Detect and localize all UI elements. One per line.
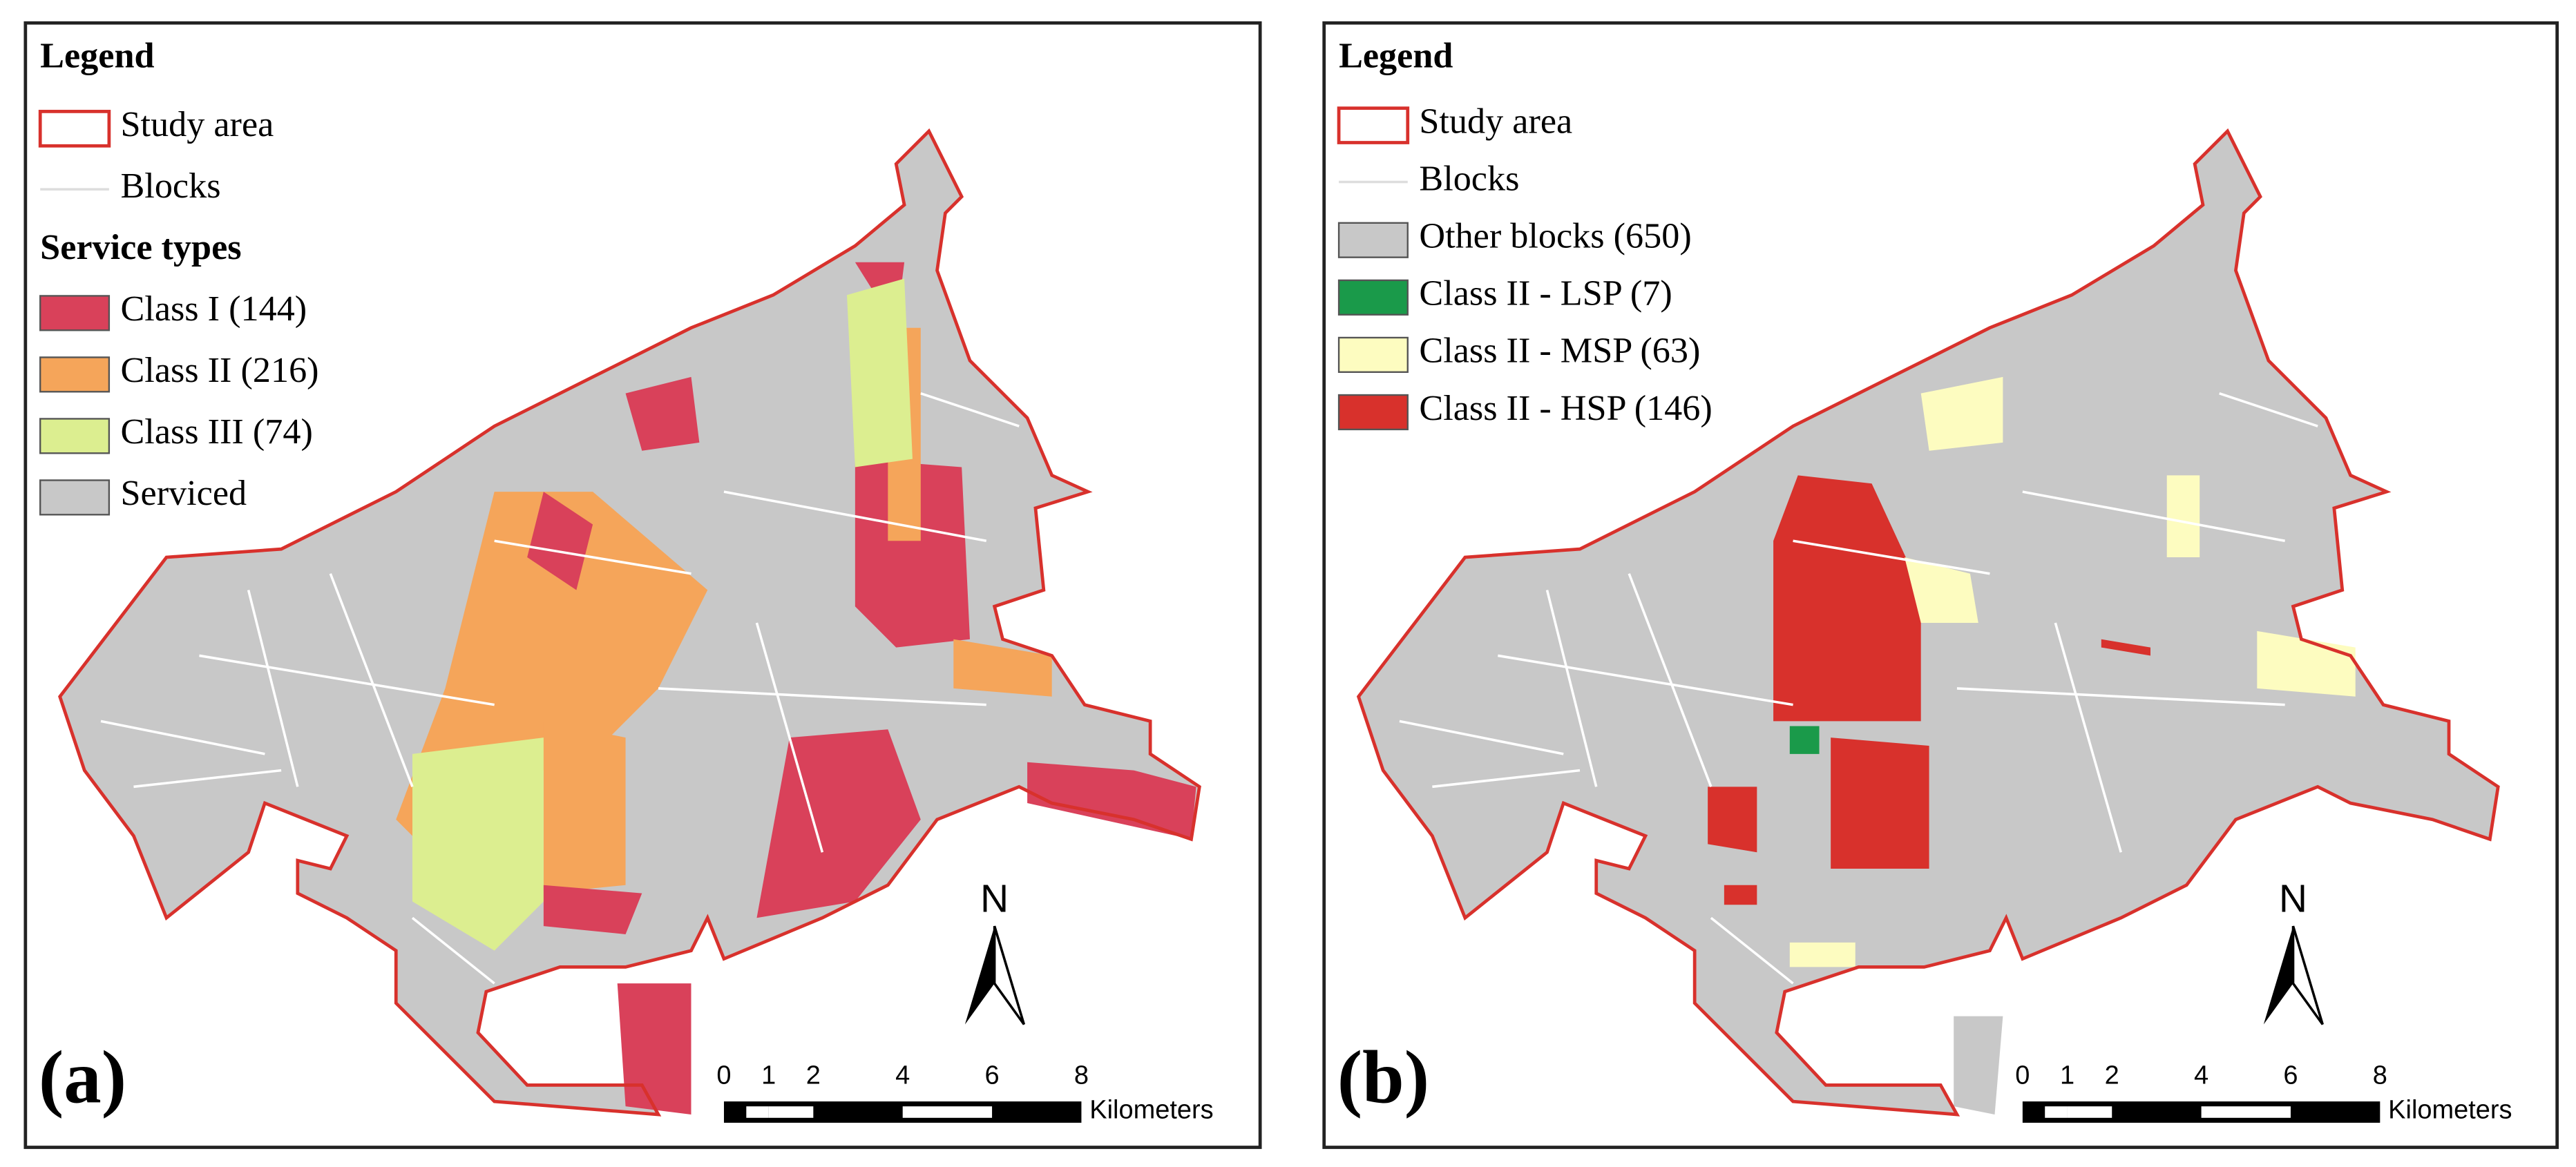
legend-label: Class III (74) <box>121 412 313 452</box>
legend-label: Blocks <box>121 166 221 206</box>
scale-tick-label: 4 <box>2194 1061 2208 1090</box>
scale-tick-label: 8 <box>1074 1061 1089 1090</box>
north-label: N <box>980 877 1009 921</box>
scale-unit: Kilometers <box>2388 1095 2512 1124</box>
map-patches <box>1708 376 2356 1115</box>
legend-subtitle: Service types <box>40 227 241 267</box>
legend-label: Serviced <box>121 473 247 513</box>
panel-b: Legend Study area Blocks Other blocks (650)… <box>1322 21 2559 1149</box>
legend-swatch <box>1337 106 1410 144</box>
legend-label: Blocks <box>1419 158 1519 198</box>
legend-title: Legend <box>40 35 154 75</box>
legend-label: Study area <box>1419 101 1572 141</box>
scale-tick-label: 2 <box>806 1061 821 1090</box>
block-lines <box>1399 392 2318 985</box>
north-label: N <box>2279 877 2307 921</box>
legend-swatch <box>38 110 111 148</box>
legend-swatch <box>39 418 111 454</box>
legend-label: Class I (144) <box>121 289 307 329</box>
legend-swatch <box>1337 279 1409 316</box>
scale-segment <box>2201 1106 2291 1118</box>
scale-segment <box>768 1106 814 1118</box>
scale-tick-label: 0 <box>716 1061 731 1090</box>
scale-segment <box>902 1106 993 1118</box>
scale-segment <box>2045 1106 2068 1118</box>
legend-label: Class II - HSP (146) <box>1419 388 1712 428</box>
scale-segment <box>746 1106 769 1118</box>
scale-tick-label: 6 <box>985 1061 1000 1090</box>
north-arrow <box>2291 925 2324 1025</box>
legend-swatch <box>39 356 111 393</box>
scale-tick-label: 8 <box>2373 1061 2387 1090</box>
scale-tick-label: 1 <box>2060 1061 2074 1090</box>
north-arrow <box>993 925 1026 1025</box>
legend-label: Other blocks (650) <box>1419 216 1691 256</box>
legend-label: Class II - MSP (63) <box>1419 331 1700 371</box>
legend-swatch <box>1337 336 1409 373</box>
scale-unit: Kilometers <box>1089 1095 1213 1124</box>
scale-tick-label: 1 <box>761 1061 776 1090</box>
scale-segment <box>2067 1106 2112 1118</box>
legend-title: Legend <box>1339 35 1453 75</box>
scale-tick-label: 0 <box>2015 1061 2030 1090</box>
scale-tick-label: 2 <box>2105 1061 2119 1090</box>
map-patches <box>396 262 1196 1115</box>
legend-label: Study area <box>121 104 274 144</box>
north-arrow <box>964 926 995 1025</box>
legend-label: Class II - LSP (7) <box>1419 273 1672 314</box>
legend-swatch <box>39 295 111 331</box>
scale-tick-label: 4 <box>895 1061 910 1090</box>
legend-label: Class II (216) <box>121 350 319 390</box>
legend-swatch <box>39 479 111 516</box>
panel-a: Legend Study area Blocks Service types Class… <box>23 21 1262 1149</box>
panel-label: (b) <box>1337 1035 1429 1119</box>
scale-tick-label: 6 <box>2283 1061 2298 1090</box>
panel-label: (a) <box>39 1035 126 1119</box>
legend-swatch <box>1337 222 1409 258</box>
legend-swatch <box>1337 394 1409 431</box>
block-lines <box>100 392 1020 985</box>
